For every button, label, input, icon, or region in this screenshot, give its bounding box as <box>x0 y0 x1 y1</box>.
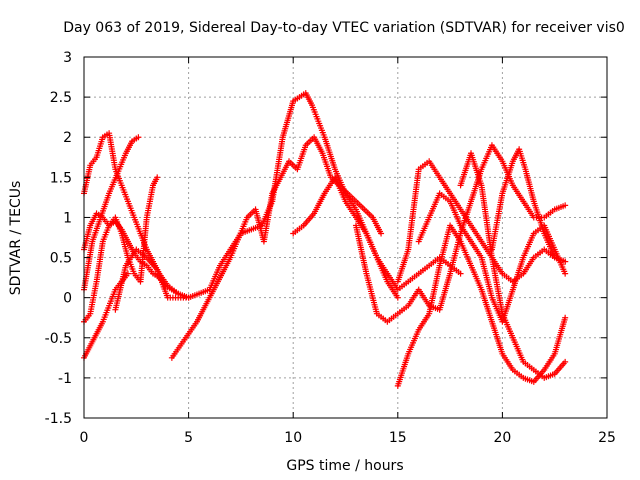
chart-title: Day 063 of 2019, Sidereal Day-to-day VTE… <box>63 20 625 36</box>
data-point <box>562 270 569 277</box>
series-arc-g <box>168 134 385 361</box>
y-tick-label: 2 <box>63 130 72 146</box>
data-point <box>135 134 142 141</box>
grid-lines <box>84 57 607 418</box>
series-arc-d <box>81 174 161 325</box>
y-axis-label: SDTVAR / TECUs <box>8 181 24 296</box>
x-tick-label: 20 <box>493 430 511 446</box>
series-arc-n <box>488 146 569 265</box>
data-point <box>154 174 161 181</box>
y-tick-labels: -1.5 -1 -0.5 0 0.5 1 1.5 2 2.5 3 <box>45 50 72 427</box>
data-point <box>562 258 569 265</box>
x-tick-label: 0 <box>80 430 89 446</box>
y-tick-label: 0 <box>63 291 72 307</box>
data-point <box>562 358 569 365</box>
data-point <box>124 270 131 277</box>
x-tick-labels: 0 5 10 15 20 25 <box>80 430 616 446</box>
y-tick-label: 3 <box>63 50 72 66</box>
data-point <box>457 270 464 277</box>
plot-frame <box>83 56 608 419</box>
axis-ticks <box>83 56 608 419</box>
y-tick-label: 1 <box>63 210 72 226</box>
y-tick-label: 2.5 <box>50 90 72 106</box>
x-tick-label: 25 <box>598 430 616 446</box>
data-points <box>81 90 569 389</box>
data-point <box>394 294 401 301</box>
data-point <box>562 202 569 209</box>
data-point <box>378 230 385 237</box>
x-tick-label: 5 <box>184 430 193 446</box>
x-tick-label: 10 <box>284 430 302 446</box>
y-tick-label: 0.5 <box>50 251 72 267</box>
series-arc-k <box>394 222 569 389</box>
data-point <box>562 314 569 321</box>
x-tick-label: 15 <box>389 430 407 446</box>
y-tick-label: 1.5 <box>50 170 72 186</box>
y-tick-label: -1.5 <box>45 411 72 427</box>
series-arc-h <box>290 174 464 293</box>
y-tick-label: -1 <box>58 371 72 387</box>
x-axis-label: GPS time / hours <box>286 458 403 474</box>
series-arc-b <box>81 134 142 293</box>
series-arc-m <box>457 150 569 381</box>
y-tick-label: -0.5 <box>45 331 72 347</box>
